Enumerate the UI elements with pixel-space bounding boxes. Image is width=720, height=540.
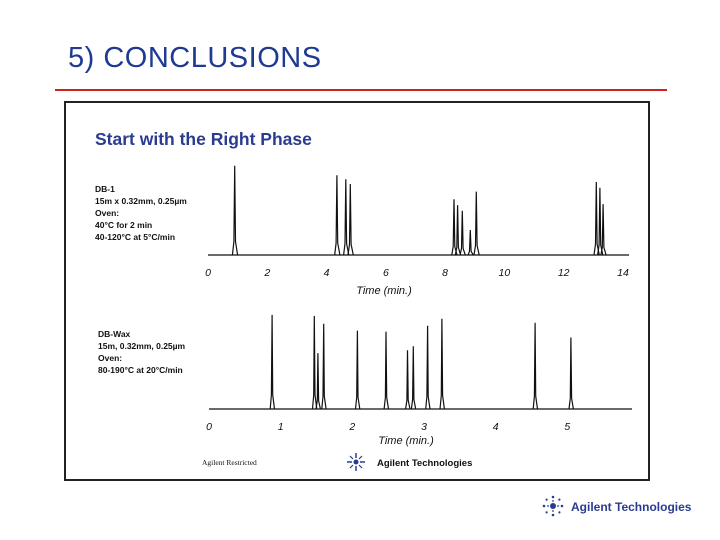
agilent-logo-icon (542, 495, 564, 517)
chromatogram-peak (532, 322, 539, 410)
x-tick-label: 6 (383, 267, 389, 279)
chromatogram-peak (354, 330, 361, 410)
chromatogram-peak (451, 199, 458, 256)
x-tick-label: 1 (278, 421, 284, 433)
db1-condition-line: Oven: (95, 208, 119, 218)
db1-chromatogram: 0 2 4 6 8 10 12 14 (205, 165, 629, 279)
chromatogram-peak (568, 337, 574, 410)
chromatogram-figure: Start with the Right Phase DB-1 15m x 0.… (95, 129, 632, 471)
dbwax-condition-line: 15m, 0.32mm, 0.25µm (98, 341, 186, 351)
chromatogram-peak (231, 165, 239, 256)
x-tick-label: 2 (263, 267, 270, 279)
chromatogram-peak (311, 315, 318, 410)
panel-heading: Start with the Right Phase (95, 129, 312, 149)
inner-agilent-logo (347, 453, 365, 471)
chromatogram-peak (343, 179, 350, 256)
db1-condition-line: 40-120°C at 5°C/min (95, 232, 175, 242)
chromatogram-peak (600, 204, 607, 256)
dbwax-x-axis-title: Time (min.) (378, 435, 434, 447)
db1-condition-line: 15m x 0.32mm, 0.25µm (95, 196, 187, 206)
chromatogram-peak (459, 210, 466, 256)
x-tick-label: 4 (324, 267, 330, 279)
db1-condition-line: 40°C for 2 min (95, 220, 152, 230)
chromatogram-peak (410, 346, 417, 410)
footer-brand-name: Agilent Technologies (571, 500, 692, 514)
x-tick-label: 0 (206, 421, 212, 433)
x-tick-label: 4 (493, 421, 499, 433)
db1-x-axis-title: Time (min.) (356, 285, 412, 297)
chromatogram-peak (473, 191, 480, 256)
chromatogram-peak (425, 325, 431, 410)
db1-condition-line: DB-1 (95, 184, 115, 194)
title-divider (55, 89, 667, 91)
chromatogram-peak (454, 205, 462, 256)
chromatogram-peak (467, 229, 474, 256)
chromatogram-panel: Start with the Right Phase DB-1 15m x 0.… (64, 101, 650, 481)
x-tick-label: 10 (499, 267, 511, 279)
x-tick-label: 8 (442, 267, 448, 279)
chromatogram-peak (439, 318, 445, 410)
x-tick-label: 14 (617, 267, 629, 279)
dbwax-condition-line: Oven: (98, 353, 122, 363)
chromatogram-peak (383, 331, 390, 410)
x-tick-label: 0 (205, 267, 211, 279)
chromatogram-peak (405, 350, 411, 410)
x-tick-label: 2 (348, 421, 355, 433)
chromatogram-peak (597, 187, 604, 256)
x-tick-label: 5 (564, 421, 570, 433)
x-tick-label: 3 (421, 421, 427, 433)
restricted-label: Agilent Restricted (202, 458, 257, 467)
chromatogram-peak (321, 323, 327, 410)
chromatogram-peak (593, 181, 600, 256)
dbwax-condition-line: 80-190°C at 20°C/min (98, 365, 183, 375)
slide-title: 5) CONCLUSIONS (68, 42, 322, 74)
chromatogram-peak (347, 183, 354, 256)
x-tick-label: 12 (558, 267, 570, 279)
chromatogram-peak (269, 314, 276, 410)
chromatogram-peak (315, 353, 321, 410)
inner-brand-name: Agilent Technologies (377, 458, 472, 469)
chromatogram-peak (334, 175, 341, 256)
dbwax-condition-line: DB-Wax (98, 329, 131, 339)
dbwax-chromatogram: 0 1 2 3 4 5 (206, 314, 632, 433)
